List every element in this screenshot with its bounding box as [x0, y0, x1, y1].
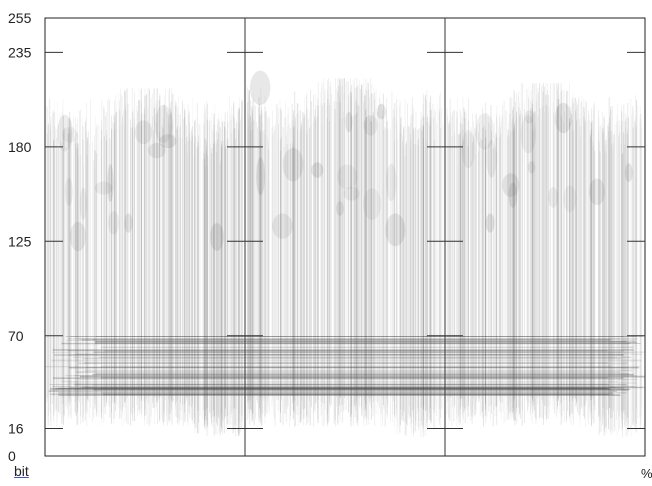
trace-blob: [486, 139, 497, 178]
trace-blob: [282, 148, 304, 182]
trace-blob: [345, 111, 353, 133]
trace-blob: [385, 213, 406, 247]
trace-blob: [363, 115, 378, 136]
trace-blob: [475, 113, 495, 150]
trace-blob: [65, 177, 73, 206]
trace-blob: [159, 134, 177, 149]
y-tick-label: 70: [8, 328, 24, 344]
trace-blob: [148, 143, 166, 159]
trace-blob: [589, 178, 605, 206]
trace-blob: [563, 185, 577, 213]
trace-blob: [386, 163, 397, 202]
trace-blob: [336, 164, 358, 190]
trace-blob: [363, 188, 382, 221]
y-tick-labels: 255 235 180 125 70 16 0: [8, 10, 32, 464]
x-axis-end-label: %: [641, 466, 652, 481]
y-tick-label: 125: [8, 233, 32, 249]
trace-blob: [62, 126, 78, 143]
trace-blob: [554, 102, 572, 134]
trace-blob: [527, 161, 536, 174]
trace-blob: [79, 187, 87, 220]
trace-blob: [335, 201, 344, 216]
trace-blob: [124, 213, 133, 233]
y-tick-label: 0: [8, 448, 16, 464]
trace-blob: [502, 173, 520, 197]
trace-blob: [461, 130, 476, 169]
y-tick-label: 180: [8, 139, 32, 155]
trace-blob: [134, 120, 153, 145]
trace-blob: [311, 162, 324, 178]
plot-frame: [44, 17, 646, 457]
trace-blob: [107, 164, 114, 203]
trace-blob: [210, 223, 224, 251]
y-tick-label: 255: [8, 10, 32, 26]
trace-blob: [520, 115, 536, 154]
dense-signal-band: [45, 335, 645, 396]
trace-blob: [272, 213, 293, 239]
tick-marks: [45, 51, 645, 430]
trace-blob: [624, 163, 633, 182]
trace-blob: [57, 114, 73, 152]
trace-blob: [256, 157, 265, 196]
waveform-trace: [46, 70, 643, 438]
trace-blob: [377, 103, 386, 120]
trace-blob: [524, 110, 535, 124]
trace-blob: [69, 221, 87, 252]
y-tick-label: 16: [8, 421, 24, 437]
trace-blob: [485, 213, 495, 233]
trace-blob: [250, 70, 271, 106]
trace-blob: [548, 187, 559, 208]
trace-blob: [343, 186, 360, 201]
trace-blob: [154, 104, 173, 144]
trace-blob: [94, 181, 113, 195]
trace-blob: [508, 182, 518, 208]
y-tick-label: 235: [8, 44, 32, 60]
x-axis-label: bit: [14, 463, 29, 479]
trace-blob: [108, 211, 120, 235]
